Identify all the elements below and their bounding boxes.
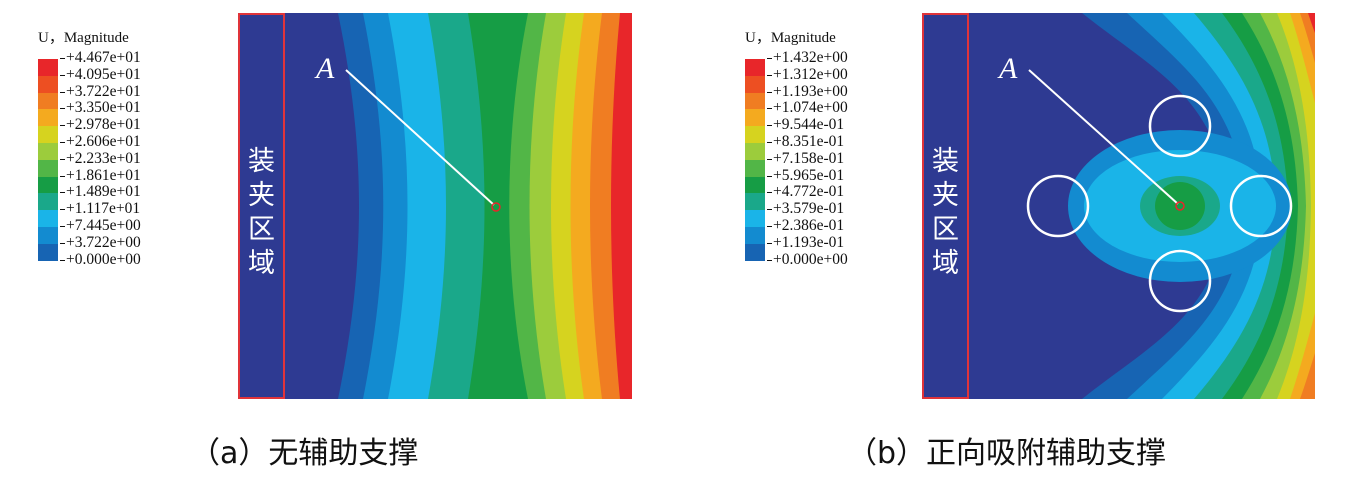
- legend-labels: +1.432e+00 +1.312e+00 +1.193e+00 +1.074e…: [767, 49, 848, 269]
- legend-swatch: [745, 75, 765, 93]
- legend-label: +1.312e+00: [767, 66, 848, 84]
- leader-line: [345, 69, 495, 206]
- legend-swatch: [38, 75, 58, 93]
- clamp-region-label: 装 夹 区 域: [248, 146, 275, 279]
- legend-swatch: [745, 109, 765, 127]
- legend-label: +4.095e+01: [60, 66, 141, 84]
- point-a-marker: [1175, 201, 1185, 211]
- panel-b: U，Magnitude +1.432e+00 +1.312e+00 +1.193…: [677, 0, 1355, 479]
- clamp-region: 装 夹 区 域: [922, 13, 969, 399]
- legend-swatch: [745, 243, 765, 261]
- clamp-region: 装 夹 区 域: [238, 13, 285, 399]
- legend-label: +0.000e+00: [767, 251, 848, 269]
- support-circle: [1229, 174, 1293, 238]
- legend-swatch: [38, 92, 58, 110]
- legend-swatch: [38, 226, 58, 244]
- legend-swatch: [38, 142, 58, 160]
- legend-label: +3.722e+00: [60, 234, 141, 252]
- legend-swatch: [745, 226, 765, 244]
- legend-swatch: [745, 159, 765, 177]
- legend-label: +1.193e-01: [767, 234, 848, 252]
- legend-label: +7.445e+00: [60, 217, 141, 235]
- legend-label: +2.386e-01: [767, 217, 848, 235]
- point-label: A: [999, 52, 1018, 85]
- legend-swatch: [745, 210, 765, 227]
- leader-line: [1028, 69, 1179, 205]
- legend-label: +0.000e+00: [60, 251, 141, 269]
- legend-swatch: [745, 176, 765, 194]
- legend-label: +3.579e-01: [767, 200, 848, 218]
- displacement-contour-b: [922, 13, 1315, 399]
- legend-swatch: [38, 59, 58, 76]
- support-circle: [1026, 174, 1090, 238]
- legend-color-bar: [38, 59, 58, 261]
- legend-label: +4.467e+01: [60, 49, 141, 67]
- caption-a: （a）无辅助支撑: [190, 436, 419, 471]
- support-circle: [1148, 94, 1212, 158]
- legend-label: +2.606e+01: [60, 133, 141, 151]
- legend-label: +5.965e-01: [767, 167, 848, 185]
- legend-swatch: [38, 176, 58, 194]
- clamp-region-label: 装 夹 区 域: [932, 146, 959, 279]
- legend-label: +1.074e+00: [767, 100, 848, 117]
- legend-label: +9.544e-01: [767, 116, 848, 134]
- legend-swatch: [38, 243, 58, 261]
- legend-swatch: [745, 59, 765, 76]
- legend-label: +2.978e+01: [60, 116, 141, 134]
- legend-label: +4.772e-01: [767, 184, 848, 201]
- legend-color-bar: [745, 59, 765, 261]
- legend-label: +1.432e+00: [767, 49, 848, 67]
- point-a-marker: [491, 202, 501, 212]
- legend-labels: +4.467e+01 +4.095e+01 +3.722e+01 +3.350e…: [60, 49, 141, 269]
- legend-title: U，Magnitude: [745, 30, 836, 46]
- legend-swatch: [38, 109, 58, 127]
- legend-label: +7.158e-01: [767, 150, 848, 168]
- legend-swatch: [38, 126, 58, 143]
- legend-label: +1.861e+01: [60, 167, 141, 185]
- legend-swatch: [745, 92, 765, 110]
- legend-label: +3.350e+01: [60, 100, 141, 117]
- support-circle: [1148, 249, 1212, 313]
- legend-swatch: [745, 126, 765, 143]
- legend-swatch: [38, 210, 58, 227]
- legend-label: +1.117e+01: [60, 200, 141, 218]
- legend-label: +2.233e+01: [60, 150, 141, 168]
- legend-a: U，Magnitude +4.467e+01 +4.095e+01 +3.722…: [38, 26, 238, 276]
- legend-b: U，Magnitude +1.432e+00 +1.312e+00 +1.193…: [745, 26, 945, 276]
- legend-label: +1.193e+00: [767, 83, 848, 101]
- legend-title: U，Magnitude: [38, 30, 129, 46]
- legend-swatch: [38, 193, 58, 211]
- legend-label: +8.351e-01: [767, 133, 848, 151]
- legend-label: +1.489e+01: [60, 184, 141, 201]
- panel-a: U，Magnitude +4.467e+01 +4.095e+01 +3.722…: [0, 0, 677, 479]
- caption-b: （b）正向吸附辅助支撑: [847, 436, 1167, 471]
- point-label: A: [316, 52, 335, 85]
- legend-swatch: [745, 142, 765, 160]
- legend-swatch: [38, 159, 58, 177]
- legend-label: +3.722e+01: [60, 83, 141, 101]
- displacement-contour-a: [238, 13, 632, 399]
- legend-swatch: [745, 193, 765, 211]
